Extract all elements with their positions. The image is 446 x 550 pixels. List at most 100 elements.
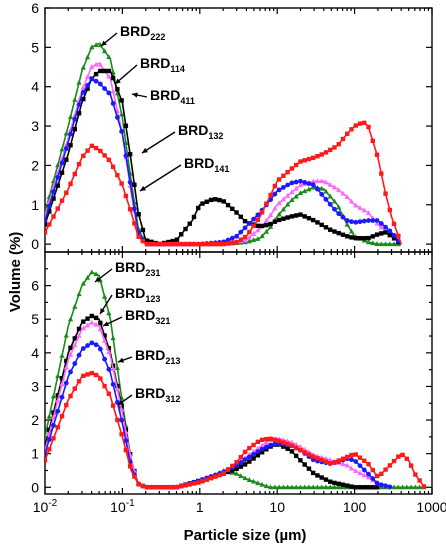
- data-point: [387, 207, 393, 213]
- data-point: [255, 453, 261, 458]
- data-point: [302, 450, 307, 455]
- data-point: [285, 484, 291, 490]
- data-point: [63, 146, 69, 152]
- data-point: [365, 239, 372, 245]
- data-point: [366, 235, 371, 241]
- data-point: [59, 146, 65, 152]
- data-point: [174, 484, 180, 490]
- data-point: [89, 76, 95, 82]
- data-point: [242, 237, 248, 243]
- data-point: [246, 477, 252, 482]
- data-point: [250, 478, 257, 484]
- y-axis-title: Volume (%): [7, 232, 24, 313]
- data-point: [51, 196, 56, 201]
- data-point: [161, 241, 167, 247]
- data-point: [221, 471, 226, 476]
- data-point: [323, 197, 329, 202]
- data-point: [115, 172, 120, 178]
- data-point: [110, 403, 116, 408]
- data-point: [110, 101, 116, 106]
- data-point: [310, 484, 316, 490]
- data-point: [387, 232, 393, 238]
- data-point: [314, 178, 321, 184]
- data-point: [47, 427, 52, 432]
- series-label-114: BRD114: [140, 55, 185, 74]
- data-point: [81, 96, 86, 102]
- data-point: [417, 478, 422, 483]
- bottom-y-tick-label: 5: [31, 311, 39, 327]
- data-point: [85, 148, 90, 153]
- bottom-panel: 0 1 2 3 4 5 6 BRD231 BRD123 BRD321 BRD213 BRD312: [31, 251, 433, 495]
- data-point: [93, 145, 99, 151]
- data-point: [106, 346, 112, 351]
- data-point: [114, 365, 120, 370]
- data-point: [200, 241, 205, 247]
- data-point: [204, 199, 209, 204]
- data-point: [114, 399, 120, 405]
- data-point: [255, 227, 261, 233]
- data-point: [255, 217, 261, 222]
- data-point: [391, 236, 397, 241]
- data-point: [374, 480, 380, 486]
- data-point: [89, 340, 95, 346]
- data-point: [366, 461, 371, 467]
- data-point: [348, 228, 355, 234]
- data-point: [144, 238, 150, 243]
- data-point: [315, 456, 320, 461]
- series-label-231: BRD231: [115, 259, 160, 278]
- data-point: [272, 219, 278, 224]
- data-point: [246, 238, 252, 244]
- data-point: [297, 444, 304, 449]
- data-point: [246, 221, 252, 226]
- data-point: [140, 227, 146, 233]
- leader-arrowhead: [140, 185, 146, 191]
- data-point: [412, 484, 418, 490]
- data-point: [250, 231, 257, 236]
- data-point: [76, 291, 82, 297]
- data-point: [225, 202, 231, 208]
- data-point: [93, 78, 99, 84]
- data-point: [114, 386, 120, 392]
- data-point: [289, 214, 295, 219]
- data-point: [55, 162, 61, 168]
- top-series-group: [45, 42, 402, 247]
- data-point: [80, 64, 86, 70]
- data-point: [204, 241, 209, 247]
- data-point: [72, 116, 78, 122]
- data-point: [276, 200, 282, 206]
- data-point: [127, 464, 133, 469]
- data-point: [93, 315, 99, 321]
- data-point: [345, 483, 350, 488]
- data-point: [230, 463, 235, 469]
- data-point: [84, 322, 91, 328]
- data-point: [293, 179, 299, 185]
- data-point: [45, 458, 48, 463]
- data-point: [200, 479, 205, 484]
- data-point: [76, 352, 82, 358]
- data-point: [217, 197, 222, 203]
- data-point: [327, 201, 333, 207]
- data-point: [59, 394, 65, 400]
- data-point: [55, 373, 61, 379]
- data-point: [179, 484, 184, 489]
- data-point: [68, 345, 73, 351]
- data-point: [63, 332, 69, 338]
- data-point: [323, 179, 329, 185]
- top-y-tick-label: 5: [31, 39, 39, 55]
- data-point: [272, 205, 278, 211]
- leader-arrowhead: [142, 147, 148, 153]
- data-point: [361, 207, 367, 213]
- data-point: [396, 454, 401, 459]
- data-point: [80, 89, 86, 95]
- data-point: [196, 205, 201, 211]
- data-point: [191, 241, 197, 247]
- data-point: [306, 156, 312, 162]
- data-point: [106, 310, 112, 316]
- data-point: [47, 222, 52, 227]
- data-point: [81, 153, 86, 159]
- series-line: [45, 62, 402, 245]
- data-point: [285, 192, 291, 198]
- data-point: [357, 236, 363, 241]
- data-point: [302, 462, 307, 467]
- data-point: [80, 325, 86, 331]
